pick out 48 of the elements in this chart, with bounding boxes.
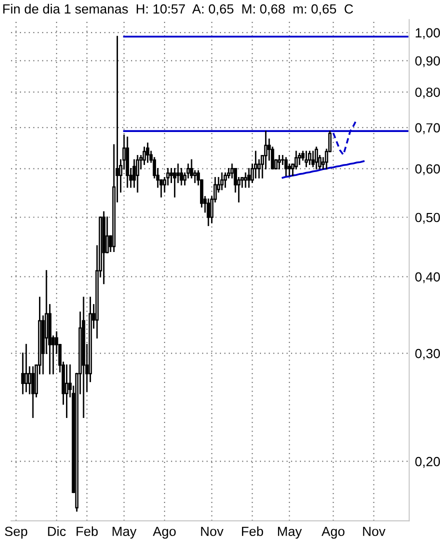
- candlestick: [314, 146, 318, 170]
- candlestick: [106, 216, 109, 254]
- x-tick-label: Nov: [201, 526, 224, 536]
- x-tick-label: May: [278, 526, 302, 539]
- x-tick-label: Nov: [363, 526, 386, 536]
- y-tick-label: 0,90: [415, 56, 440, 68]
- candlestick: [180, 168, 184, 186]
- y-tick-label: 0,80: [415, 88, 440, 99]
- candlestick: [244, 172, 248, 188]
- x-tick-label: Ago: [152, 526, 176, 539]
- candlestick: [247, 168, 251, 188]
- y-tick-label: 0,50: [415, 212, 440, 224]
- candlestick: [24, 344, 28, 392]
- x-tick-label: Feb: [242, 526, 264, 536]
- candlestick: [176, 164, 180, 184]
- x-tick-label: Ago: [322, 526, 344, 539]
- candlestick: [173, 168, 176, 198]
- candlestick: [264, 130, 268, 170]
- y-tick-label: 0,20: [415, 456, 440, 468]
- y-tick-label: 1,00: [416, 28, 440, 40]
- candlestick: [284, 157, 288, 176]
- line-series: [282, 160, 365, 179]
- candlestick: [206, 198, 210, 226]
- y-tick-label: 0,40: [415, 272, 440, 284]
- candlestick: [311, 150, 315, 168]
- y-tick-label: 0,60: [415, 164, 440, 176]
- x-tick-label: May: [112, 526, 136, 539]
- candlestick: [220, 172, 224, 190]
- candlestick: [136, 154, 140, 193]
- y-tick-label: 0,70: [415, 123, 440, 134]
- candlestick: [224, 172, 227, 188]
- candlestick: [65, 364, 68, 418]
- x-tick-label: Sep: [4, 526, 28, 539]
- candlestick: [170, 168, 173, 184]
- candlestick: [304, 150, 308, 168]
- chart-title: Fin de dia 1 semanas H: 10:57 A: 0,65 M: 0,68 m: 0,65 C: [3, 4, 354, 16]
- candlestick: [278, 154, 281, 170]
- candlestick: [257, 159, 261, 178]
- y-tick-label: 0,30: [415, 348, 440, 360]
- candlestick: [294, 150, 298, 170]
- candlestick: [308, 150, 312, 165]
- candlestick: [31, 366, 35, 418]
- candlestick: [146, 142, 150, 163]
- candlestick: [21, 352, 24, 394]
- x-tick-label: Dic: [48, 526, 66, 536]
- candlestick: [193, 170, 197, 184]
- x-tick-label: Feb: [76, 526, 98, 536]
- candlestick: [288, 164, 292, 176]
